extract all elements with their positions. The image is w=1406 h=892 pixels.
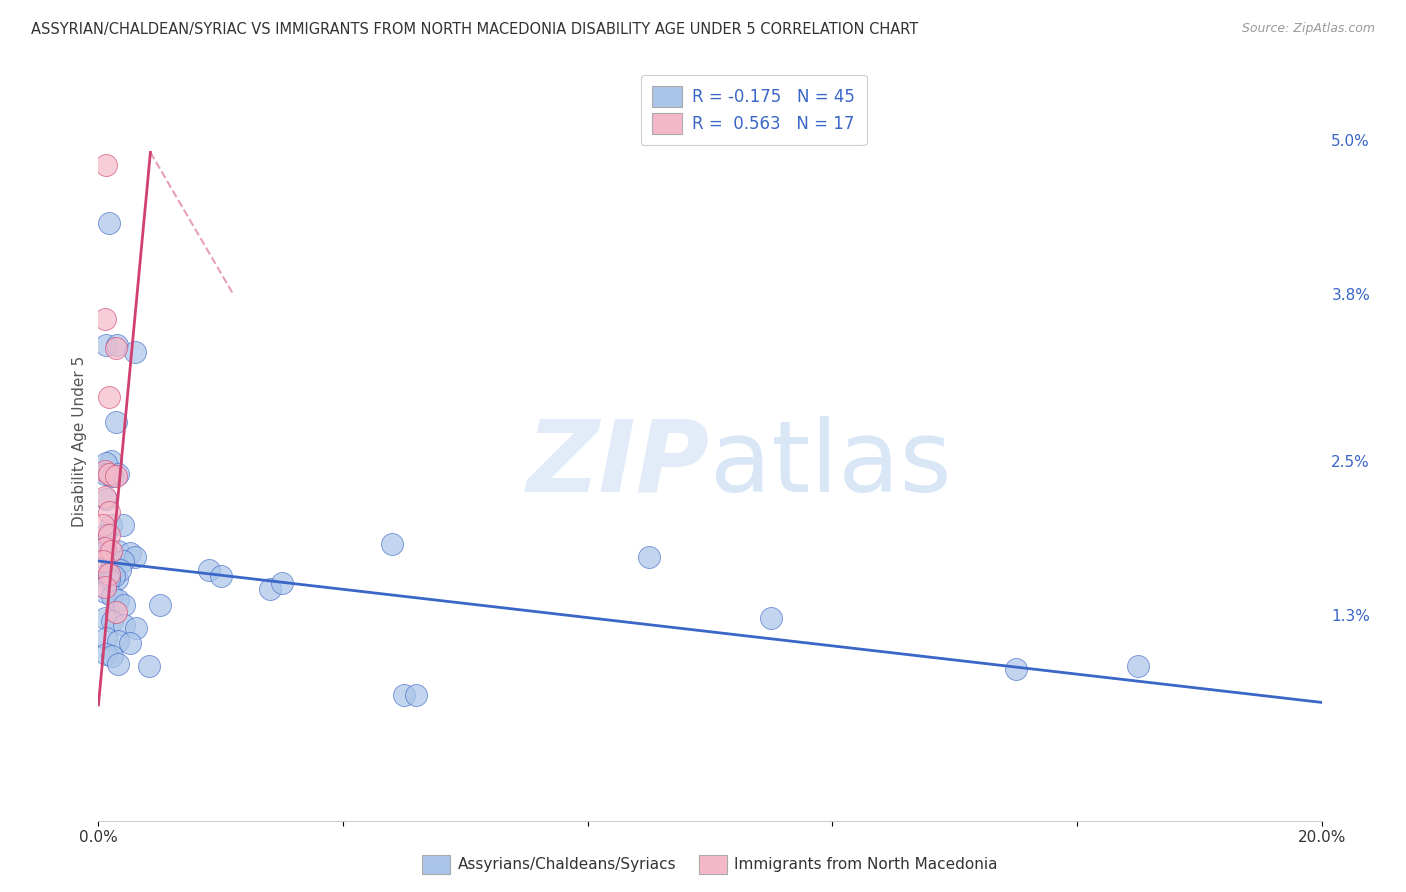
Point xyxy=(93,585,115,599)
Point xyxy=(98,572,121,586)
Point xyxy=(381,537,404,551)
Point xyxy=(120,546,142,560)
Text: ASSYRIAN/CHALDEAN/SYRIAC VS IMMIGRANTS FROM NORTH MACEDONIA DISABILITY AGE UNDER: ASSYRIAN/CHALDEAN/SYRIAC VS IMMIGRANTS F… xyxy=(31,22,918,37)
Point xyxy=(107,543,129,558)
Point xyxy=(103,569,125,583)
Legend: Assyrians/Chaldeans/Syriacs, Immigrants from North Macedonia: Assyrians/Chaldeans/Syriacs, Immigrants … xyxy=(415,847,1005,881)
Point xyxy=(392,688,416,702)
Point xyxy=(112,598,135,612)
Point xyxy=(93,610,115,624)
Point xyxy=(270,575,292,590)
Point xyxy=(149,598,172,612)
Point xyxy=(104,341,127,355)
Point xyxy=(100,518,122,533)
Point xyxy=(93,464,115,478)
Point xyxy=(98,467,121,481)
Point xyxy=(112,618,135,632)
Point xyxy=(94,456,117,470)
Point xyxy=(94,338,117,352)
Point xyxy=(94,631,117,645)
Point xyxy=(209,569,232,583)
Point xyxy=(104,469,127,483)
Point xyxy=(197,563,219,577)
Point xyxy=(98,505,121,519)
Point xyxy=(100,543,122,558)
Point xyxy=(98,216,121,230)
Point xyxy=(101,557,124,571)
Text: atlas: atlas xyxy=(710,416,952,513)
Point xyxy=(107,657,129,671)
Point xyxy=(93,541,115,556)
Point xyxy=(405,688,427,702)
Point xyxy=(100,569,122,583)
Point xyxy=(107,592,129,607)
Point xyxy=(105,338,128,352)
Point xyxy=(111,554,134,568)
Point xyxy=(98,390,121,404)
Point xyxy=(91,554,114,568)
Point xyxy=(93,312,115,326)
Point xyxy=(94,158,117,172)
Point xyxy=(105,572,128,586)
Point xyxy=(93,580,115,594)
Point xyxy=(93,490,115,504)
Point xyxy=(100,454,122,468)
Point xyxy=(1128,659,1150,673)
Point xyxy=(259,582,281,597)
Y-axis label: Disability Age Under 5: Disability Age Under 5 xyxy=(72,356,87,527)
Point xyxy=(93,528,115,542)
Point xyxy=(1004,662,1026,676)
Point xyxy=(138,659,160,673)
Point xyxy=(101,649,124,664)
Point xyxy=(120,636,142,650)
Point xyxy=(93,467,115,481)
Point xyxy=(101,589,124,603)
Point xyxy=(91,541,114,556)
Point xyxy=(98,528,121,542)
Point xyxy=(101,469,124,483)
Point xyxy=(98,566,121,581)
Point xyxy=(125,621,148,635)
Point xyxy=(104,606,127,620)
Point xyxy=(108,563,131,577)
Point xyxy=(94,566,117,581)
Point xyxy=(637,550,661,565)
Text: ZIP: ZIP xyxy=(527,416,710,513)
Point xyxy=(94,647,117,661)
Point xyxy=(124,550,146,565)
Point xyxy=(111,518,134,533)
Point xyxy=(124,344,146,359)
Point xyxy=(104,415,127,429)
Text: Source: ZipAtlas.com: Source: ZipAtlas.com xyxy=(1241,22,1375,36)
Point xyxy=(107,467,129,481)
Point xyxy=(101,615,124,629)
Point xyxy=(107,633,129,648)
Point xyxy=(91,518,114,533)
Point xyxy=(94,543,117,558)
Point xyxy=(759,610,782,624)
Point xyxy=(94,492,117,507)
